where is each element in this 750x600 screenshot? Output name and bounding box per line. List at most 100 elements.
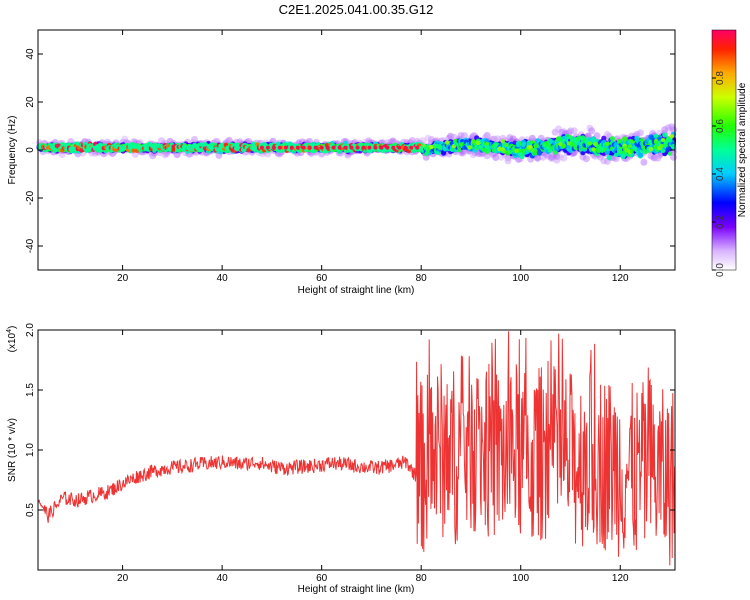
spectrogram-point bbox=[605, 141, 610, 146]
snr-panel: 20 40 60 80 100 120 0.51.01.52.0 Height of st… bbox=[6, 323, 676, 595]
x-tick-label: 100 bbox=[512, 273, 529, 284]
spectrogram-point bbox=[601, 135, 607, 141]
spectrogram-point bbox=[481, 147, 486, 152]
spectrogram-point bbox=[640, 137, 645, 142]
spectrogram-point bbox=[627, 144, 633, 149]
spectrogram-point bbox=[560, 154, 568, 162]
spectrogram-point bbox=[453, 141, 458, 147]
spectrogram-point bbox=[530, 147, 535, 153]
spectrogram-point bbox=[653, 144, 659, 149]
spectrogram-point bbox=[609, 136, 616, 142]
spectrogram-point bbox=[669, 134, 674, 139]
spectrogram-point bbox=[295, 145, 300, 150]
x-tick-label: 20 bbox=[117, 573, 129, 584]
x-tick-label: 80 bbox=[416, 273, 428, 284]
colorbar-gradient bbox=[711, 29, 737, 271]
colorbar-tick-label: 0.6 bbox=[715, 119, 726, 133]
spectrogram-point bbox=[343, 145, 348, 150]
spectrogram-point bbox=[519, 148, 525, 154]
y-tick-label: 20 bbox=[25, 96, 36, 108]
spectrogram-point bbox=[624, 147, 629, 153]
x-tick-label: 80 bbox=[416, 573, 428, 584]
spectrogram-point bbox=[259, 145, 264, 150]
spectrogram-point bbox=[547, 148, 552, 153]
spectrogram-point bbox=[424, 151, 429, 157]
colorbar: 0.00.20.40.60.8 Normalized spectral ampl… bbox=[711, 29, 748, 277]
y-tick-label: -20 bbox=[25, 190, 36, 205]
x-tick-label: 60 bbox=[316, 273, 328, 284]
x-tick-label: 120 bbox=[612, 273, 629, 284]
spectrogram-point bbox=[397, 145, 402, 150]
spectrogram-point bbox=[307, 145, 312, 150]
spectrogram-point bbox=[319, 145, 324, 150]
spectrogram-point bbox=[415, 145, 420, 150]
spectrogram-point bbox=[588, 127, 596, 135]
spectrogram-point bbox=[536, 150, 543, 156]
spectrogram-point bbox=[599, 148, 605, 153]
spectrogram-point bbox=[592, 141, 598, 146]
spectrogram-point bbox=[476, 140, 481, 146]
colorbar-label: Normalized spectral amplitude bbox=[737, 82, 748, 217]
spectrogram-point bbox=[331, 145, 336, 150]
spectrogram-point bbox=[570, 142, 575, 147]
spectrogram-point bbox=[265, 145, 270, 150]
spectrogram-point bbox=[483, 131, 491, 139]
x-tick-label: 40 bbox=[217, 573, 229, 584]
y-tick-label: 1.0 bbox=[25, 443, 36, 457]
snr-multiplier-exp: 4 bbox=[6, 329, 13, 333]
spectrogram-point bbox=[301, 145, 306, 150]
x-tick-label: 40 bbox=[217, 273, 229, 284]
spectrogram-point bbox=[533, 144, 539, 149]
x-tick-label: 20 bbox=[117, 273, 129, 284]
spectrogram-point bbox=[373, 145, 378, 150]
chart-title: C2E1.2025.041.00.35.G12 bbox=[279, 2, 434, 17]
spectrogram-points bbox=[36, 123, 677, 166]
spectrogram-point bbox=[361, 145, 366, 150]
spectrogram-point bbox=[271, 145, 276, 150]
spectrogram-point bbox=[486, 148, 492, 153]
spectrogram-x-ticks: 20 40 60 80 100 120 bbox=[117, 30, 629, 284]
spectrogram-point bbox=[429, 144, 434, 149]
spectrogram-point bbox=[561, 143, 566, 149]
spectrogram-point bbox=[629, 148, 634, 154]
spectrogram-point bbox=[660, 138, 666, 143]
spectrogram-point bbox=[492, 154, 500, 161]
spectrogram-point bbox=[613, 152, 619, 158]
colorbar-tick-label: 0.4 bbox=[715, 167, 726, 181]
spectrogram-point bbox=[617, 150, 622, 155]
spectrogram-point bbox=[437, 144, 443, 150]
spectrogram-point bbox=[418, 146, 424, 151]
snr-multiplier: (x104) bbox=[6, 326, 18, 353]
spectrogram-point bbox=[633, 146, 638, 152]
spectrogram-point bbox=[484, 141, 490, 147]
spectrogram-point bbox=[617, 139, 622, 144]
x-tick-label: 100 bbox=[512, 573, 529, 584]
spectrogram-point bbox=[467, 145, 472, 150]
spectrogram-point bbox=[667, 138, 673, 143]
colorbar-ticks: 0.00.20.40.60.8 bbox=[712, 71, 726, 277]
y-tick-label: 1.5 bbox=[25, 383, 36, 397]
spectrogram-y-label: Frequency (Hz) bbox=[7, 116, 18, 185]
spectrogram-point bbox=[385, 145, 390, 150]
spectrogram-point bbox=[552, 150, 558, 155]
spectrogram-point bbox=[648, 147, 654, 152]
spectrogram-point bbox=[500, 139, 505, 144]
spectrogram-point bbox=[277, 145, 282, 150]
spectrogram-point bbox=[566, 141, 572, 146]
spectrogram-point bbox=[458, 142, 464, 147]
spectrogram-point bbox=[457, 148, 462, 153]
x-tick-label: 60 bbox=[316, 573, 328, 584]
spectrogram-point bbox=[664, 139, 669, 144]
spectrogram-point bbox=[497, 146, 502, 152]
spectrogram-point bbox=[637, 152, 644, 158]
spectrogram-point bbox=[514, 148, 519, 153]
y-tick-label: 0 bbox=[25, 147, 36, 153]
spectrogram-point bbox=[591, 147, 596, 152]
spectrogram-point bbox=[355, 145, 360, 150]
spectrogram-point bbox=[570, 127, 578, 135]
snr-multiplier-base: (x10 bbox=[7, 332, 18, 352]
spectrogram-point bbox=[580, 135, 586, 141]
spectrogram-point bbox=[507, 149, 512, 155]
y-tick-label: -40 bbox=[25, 238, 36, 253]
